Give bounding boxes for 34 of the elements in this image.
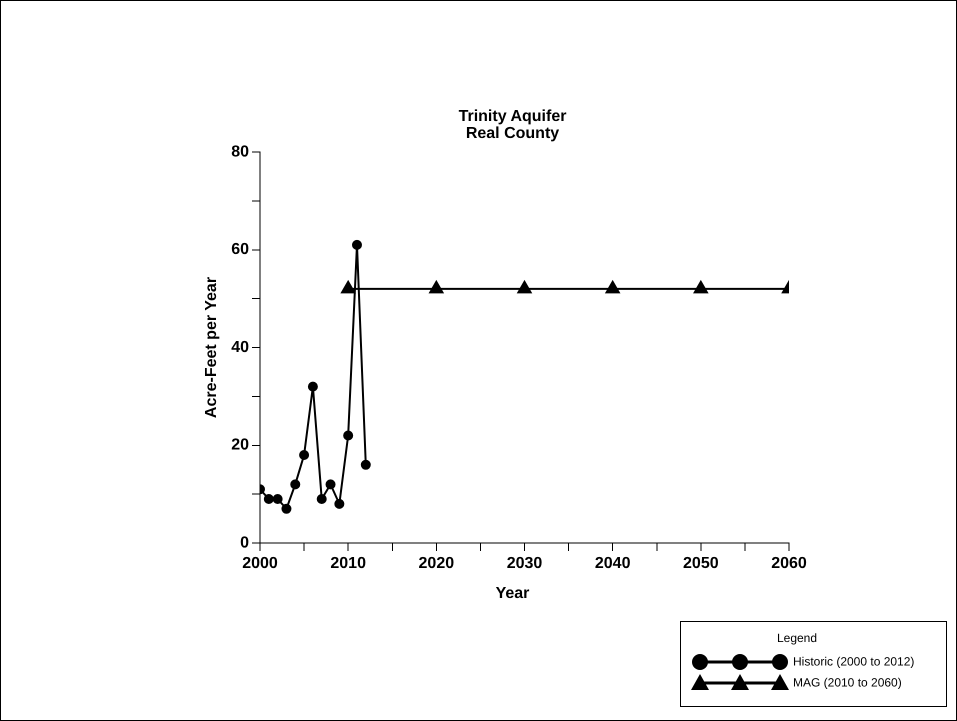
point	[316, 494, 327, 504]
chart-title: Trinity Aquifer Real County	[458, 108, 566, 142]
point	[326, 479, 336, 490]
x-axis-title: Year	[496, 585, 530, 602]
legend-title: Legend	[776, 631, 818, 645]
point	[264, 494, 274, 504]
legend-label: Historic (2000 to 2012)	[793, 654, 914, 668]
y-tick-label: 80	[231, 143, 250, 160]
point	[360, 460, 371, 470]
x-tick-label: 2040	[594, 555, 631, 572]
y-axis-title: Acre-Feet per Year	[203, 276, 220, 418]
point	[606, 280, 620, 294]
x-tick-label: 2010	[330, 555, 366, 572]
point	[341, 280, 356, 294]
point	[334, 498, 344, 509]
y-tick-label: 0	[240, 534, 250, 552]
point	[272, 494, 283, 504]
x-tick-label: 2020	[418, 555, 454, 572]
point	[290, 479, 300, 490]
y-tick-label: 40	[231, 338, 250, 356]
point	[694, 280, 708, 294]
y-tick-label: 60	[231, 241, 250, 258]
point	[299, 450, 310, 460]
x-tick-label: 2030	[506, 555, 542, 572]
point	[429, 280, 444, 294]
point	[517, 280, 532, 294]
point	[308, 382, 318, 392]
x-tick-label: 2050	[683, 555, 719, 572]
x-tick-label: 2060	[771, 555, 807, 572]
legend-label: MAG (2010 to 2060)	[793, 675, 902, 690]
point	[281, 504, 292, 514]
point	[343, 430, 354, 440]
y-tick-label: 20	[231, 436, 250, 454]
x-tick-label: 2000	[242, 555, 278, 572]
